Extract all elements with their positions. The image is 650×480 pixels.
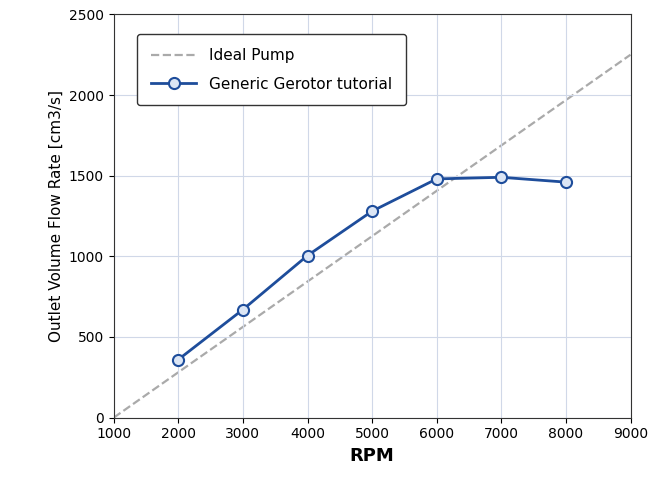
Line: Generic Gerotor tutorial: Generic Gerotor tutorial — [173, 172, 571, 365]
Legend: Ideal Pump, Generic Gerotor tutorial: Ideal Pump, Generic Gerotor tutorial — [137, 34, 406, 106]
Generic Gerotor tutorial — [368, 208, 376, 214]
Generic Gerotor tutorial — [174, 357, 182, 362]
Generic Gerotor tutorial — [497, 174, 505, 180]
Generic Gerotor tutorial — [562, 179, 570, 185]
Generic Gerotor tutorial — [239, 307, 247, 312]
X-axis label: RPM: RPM — [350, 447, 395, 465]
Y-axis label: Outlet Volume Flow Rate [cm3/s]: Outlet Volume Flow Rate [cm3/s] — [48, 90, 63, 342]
Generic Gerotor tutorial — [304, 252, 311, 258]
Generic Gerotor tutorial — [433, 176, 441, 182]
